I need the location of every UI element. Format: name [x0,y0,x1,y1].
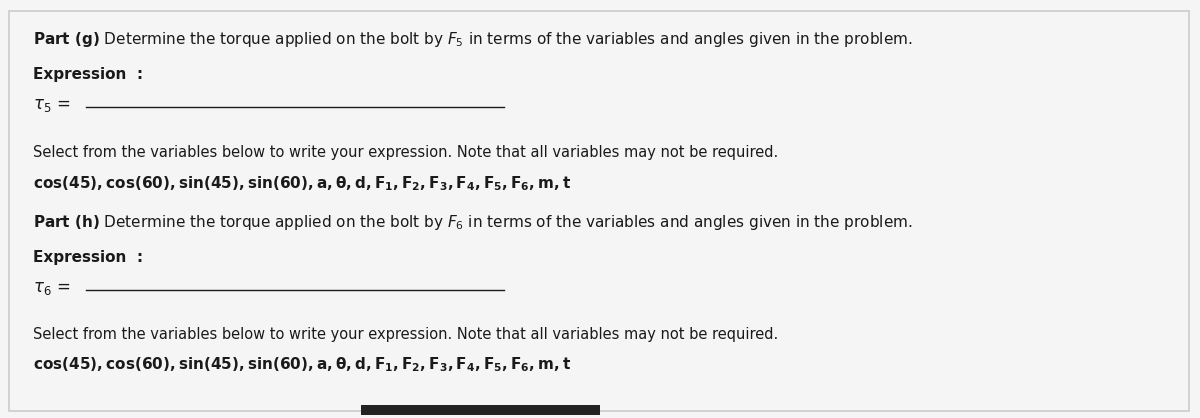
Text: Expression  :: Expression : [32,250,143,265]
Text: $\mathbf{Part\ (g)}$ Determine the torque applied on the bolt by $F_5$ in terms : $\mathbf{Part\ (g)}$ Determine the torqu… [32,30,912,48]
Text: Select from the variables below to write your expression. Note that all variable: Select from the variables below to write… [32,326,778,342]
FancyBboxPatch shape [8,11,1189,411]
Text: $\mathbf{cos(45), cos(60), sin(45), sin(60), a, \theta, d, F_1, F_2, F_3, F_4, F: $\mathbf{cos(45), cos(60), sin(45), sin(… [32,355,571,374]
Text: Expression  :: Expression : [32,67,143,82]
Text: Select from the variables below to write your expression. Note that all variable: Select from the variables below to write… [32,145,778,160]
Text: $\tau_6$ =: $\tau_6$ = [32,279,70,297]
Bar [361,405,600,415]
Text: $\tau_5$ =: $\tau_5$ = [32,96,70,114]
Text: $\mathbf{Part\ (h)}$ Determine the torque applied on the bolt by $F_6$ in terms : $\mathbf{Part\ (h)}$ Determine the torqu… [32,213,912,232]
Text: $\mathbf{cos(45), cos(60), sin(45), sin(60), a, \theta, d, F_1, F_2, F_3, F_4, F: $\mathbf{cos(45), cos(60), sin(45), sin(… [32,174,571,193]
